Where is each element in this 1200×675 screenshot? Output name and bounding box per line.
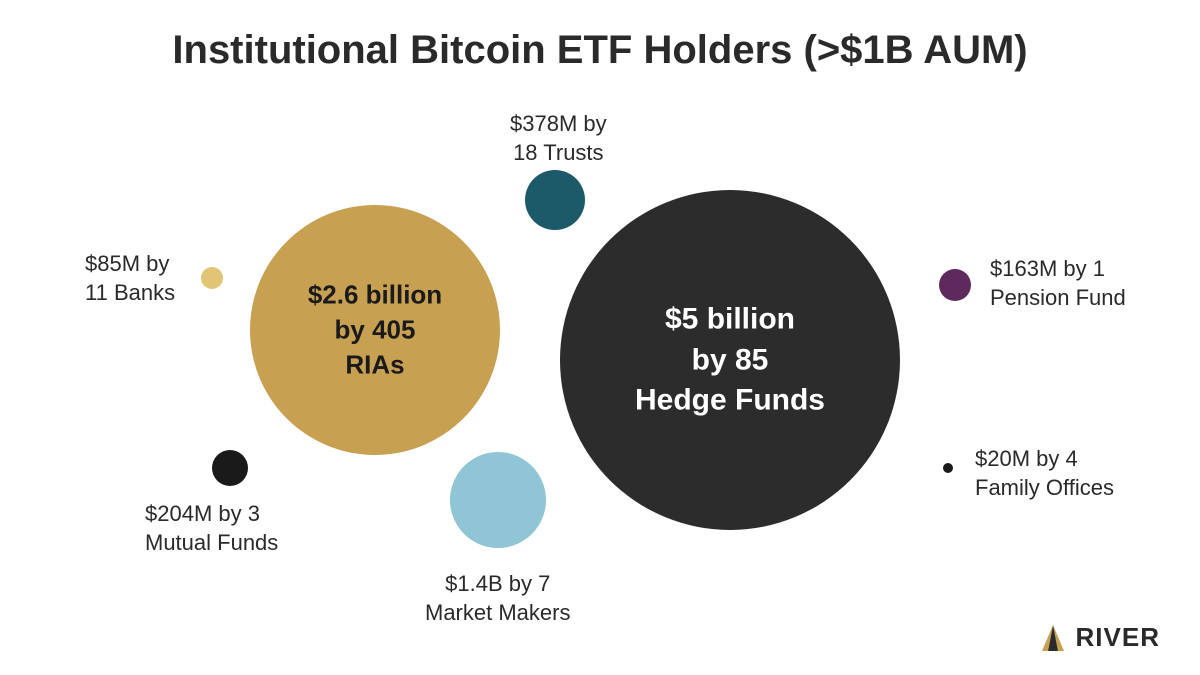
bubble-ext-label-banks: $85M by 11 Banks (85, 250, 175, 307)
bubble-hedge_funds: $5 billion by 85 Hedge Funds (560, 190, 900, 530)
bubble-ext-label-family_offices: $20M by 4 Family Offices (975, 445, 1114, 502)
brand-logo-text: RIVER (1076, 622, 1160, 653)
bubble-ext-label-market_makers: $1.4B by 7 Market Makers (425, 570, 570, 627)
bubble-rias: $2.6 billion by 405 RIAs (250, 205, 500, 455)
bubble-trusts (525, 170, 585, 230)
bubble-ext-label-pension_fund: $163M by 1 Pension Fund (990, 255, 1126, 312)
bubble-ext-label-mutual_funds: $204M by 3 Mutual Funds (145, 500, 278, 557)
bubble-family_offices (943, 463, 953, 473)
infographic-stage: Institutional Bitcoin ETF Holders (>$1B … (0, 0, 1200, 675)
bubble-ext-label-trusts: $378M by 18 Trusts (510, 110, 607, 167)
bubble-label-hedge_funds: $5 billion by 85 Hedge Funds (570, 299, 890, 421)
brand-logo: RIVER (1038, 622, 1160, 653)
river-logo-icon (1038, 623, 1068, 653)
bubble-pension_fund (939, 269, 971, 301)
bubble-label-rias: $2.6 billion by 405 RIAs (260, 277, 490, 382)
chart-title: Institutional Bitcoin ETF Holders (>$1B … (0, 28, 1200, 73)
bubble-banks (201, 267, 223, 289)
bubble-mutual_funds (212, 450, 248, 486)
bubble-market_makers (450, 452, 546, 548)
